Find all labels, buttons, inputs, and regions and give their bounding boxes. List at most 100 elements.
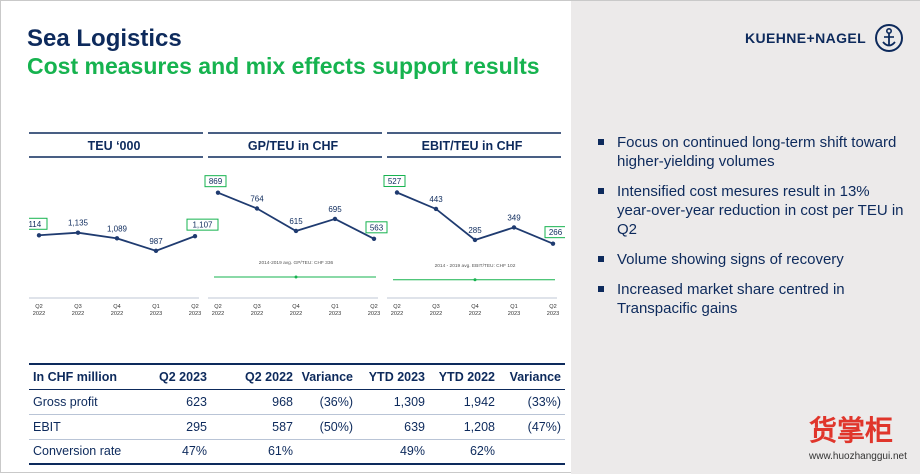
x-tick-label: Q3 2022 <box>251 304 263 317</box>
x-tick-label: Q4 2022 <box>469 304 481 317</box>
table-cell: 1,208 <box>463 419 495 434</box>
table-cell <box>297 439 357 464</box>
watermark-url: www.huozhanggui.net <box>809 451 907 462</box>
x-tick-label: Q4 2022 <box>111 304 123 317</box>
data-label: 1,114 <box>29 220 42 229</box>
data-label: 527 <box>388 177 402 186</box>
table-cell: 1,309 <box>393 394 425 409</box>
data-point <box>293 228 299 234</box>
table-row: Gross profit 623 968 (36%) 1,309 1,942 (… <box>29 389 565 414</box>
table-cell: 587 <box>272 419 293 434</box>
header-cell: Q2 2022 <box>245 369 293 384</box>
table-row: EBIT 295 587 (50%) 639 1,208 (47%) <box>29 414 565 439</box>
bullet-panel <box>571 1 920 474</box>
company-logo: KUEHNE+NAGEL <box>745 23 904 53</box>
data-label: 349 <box>507 213 521 222</box>
bullet-item: Intensified cost mesures result in 13% y… <box>597 182 907 239</box>
reference-marker <box>473 278 477 282</box>
data-point <box>153 248 159 254</box>
table-cell: 968 <box>272 394 293 409</box>
data-label: 443 <box>429 195 443 204</box>
table-cell: (47%) <box>527 419 561 434</box>
data-point <box>371 236 377 242</box>
table-cell: EBIT <box>33 419 61 434</box>
table-cell: Gross profit <box>33 394 98 409</box>
header-cell: In CHF million <box>33 369 118 384</box>
data-label: 1,089 <box>107 224 128 233</box>
data-label-box <box>544 226 565 239</box>
table-cell: (50%) <box>319 419 353 434</box>
data-label: 869 <box>209 177 223 186</box>
data-point <box>511 225 517 230</box>
logo-text: KUEHNE+NAGEL <box>745 30 867 46</box>
table-cell: 47% <box>181 444 207 459</box>
data-point <box>472 237 478 243</box>
bullet-item: Focus on continued long-term shift towar… <box>597 133 907 171</box>
x-tick-label: Q2 2023 <box>547 304 559 317</box>
x-tick-label: Q2 2022 <box>212 304 224 317</box>
x-tick-label: Q3 2022 <box>72 304 84 317</box>
data-point <box>192 233 198 239</box>
data-point <box>114 236 120 241</box>
series-line <box>396 191 554 245</box>
table-cell: 62% <box>469 444 495 459</box>
data-point <box>332 216 338 222</box>
x-tick-label: Q1 2023 <box>150 304 162 317</box>
data-label: 1,107 <box>192 221 213 230</box>
data-label: 285 <box>468 226 482 235</box>
data-label-box <box>383 175 406 188</box>
table-header-row: In CHF million Q2 2023 Q2 2022 Variance … <box>29 364 565 389</box>
header-cell: YTD 2022 <box>438 369 495 384</box>
data-label: 987 <box>149 237 163 246</box>
data-point <box>75 230 81 235</box>
table-cell: 49% <box>399 444 425 459</box>
table-cell: (33%) <box>527 394 561 409</box>
table-row: Conversion rate 47% 61% 49% 62% <box>29 439 565 464</box>
data-label: 563 <box>370 223 384 232</box>
x-tick-label: Q1 2023 <box>508 304 520 317</box>
table-cell <box>499 439 565 464</box>
page-subtitle: Cost measures and mix effects support re… <box>27 53 540 79</box>
reference-marker <box>294 275 298 279</box>
data-point <box>254 206 260 211</box>
watermark: 货掌柜 www.huozhanggui.net <box>809 409 917 469</box>
data-label: 695 <box>328 205 342 214</box>
table-cell: 295 <box>186 419 207 434</box>
bullet-item: Volume showing signs of recovery <box>597 250 907 269</box>
watermark-logo-text: 货掌柜 <box>809 415 894 446</box>
data-point <box>394 190 400 195</box>
x-tick-label: Q2 2022 <box>391 304 403 317</box>
table-cell: 1,942 <box>463 394 495 409</box>
data-label: 615 <box>289 217 303 226</box>
chart-title: TEU ‘000 <box>88 139 141 153</box>
header-cell: Q2 2023 <box>159 369 207 384</box>
data-label: 266 <box>549 228 563 237</box>
chart-title: GP/TEU in CHF <box>248 139 339 153</box>
data-point <box>36 233 42 238</box>
reference-label: 2014 - 2019 avg. EBIT/TEU: CHF 102 <box>435 263 516 269</box>
page-title: Sea Logistics <box>27 25 182 52</box>
financial-table: In CHF million Q2 2023 Q2 2022 Variance … <box>29 363 565 465</box>
data-label: 1,135 <box>68 219 89 228</box>
data-label-box <box>365 221 388 234</box>
x-tick-label: Q2 2023 <box>368 304 380 317</box>
bullet-list: Focus on continued long-term shift towar… <box>597 133 907 329</box>
table-cell: (36%) <box>319 394 353 409</box>
chart-title: EBIT/TEU in CHF <box>422 139 523 153</box>
header-cell: Variance <box>301 369 353 384</box>
table-cell: 623 <box>186 394 207 409</box>
header-cell: Variance <box>509 369 561 384</box>
series-line <box>38 231 196 252</box>
x-tick-label: Q2 2022 <box>33 304 45 317</box>
x-tick-label: Q1 2023 <box>329 304 341 317</box>
data-label-box <box>204 175 227 188</box>
table-cell: Conversion rate <box>33 444 122 459</box>
anchor-logo-icon <box>875 24 904 52</box>
x-tick-label: Q3 2022 <box>430 304 442 317</box>
reference-label: 2014-2019 avg. GP/TEU: CHF 336 <box>259 260 334 266</box>
data-point <box>215 190 221 195</box>
header-cell: YTD 2023 <box>368 369 425 384</box>
table-cell: 639 <box>404 419 425 434</box>
data-label-box <box>186 218 219 231</box>
x-tick-label: Q2 2023 <box>189 304 201 317</box>
